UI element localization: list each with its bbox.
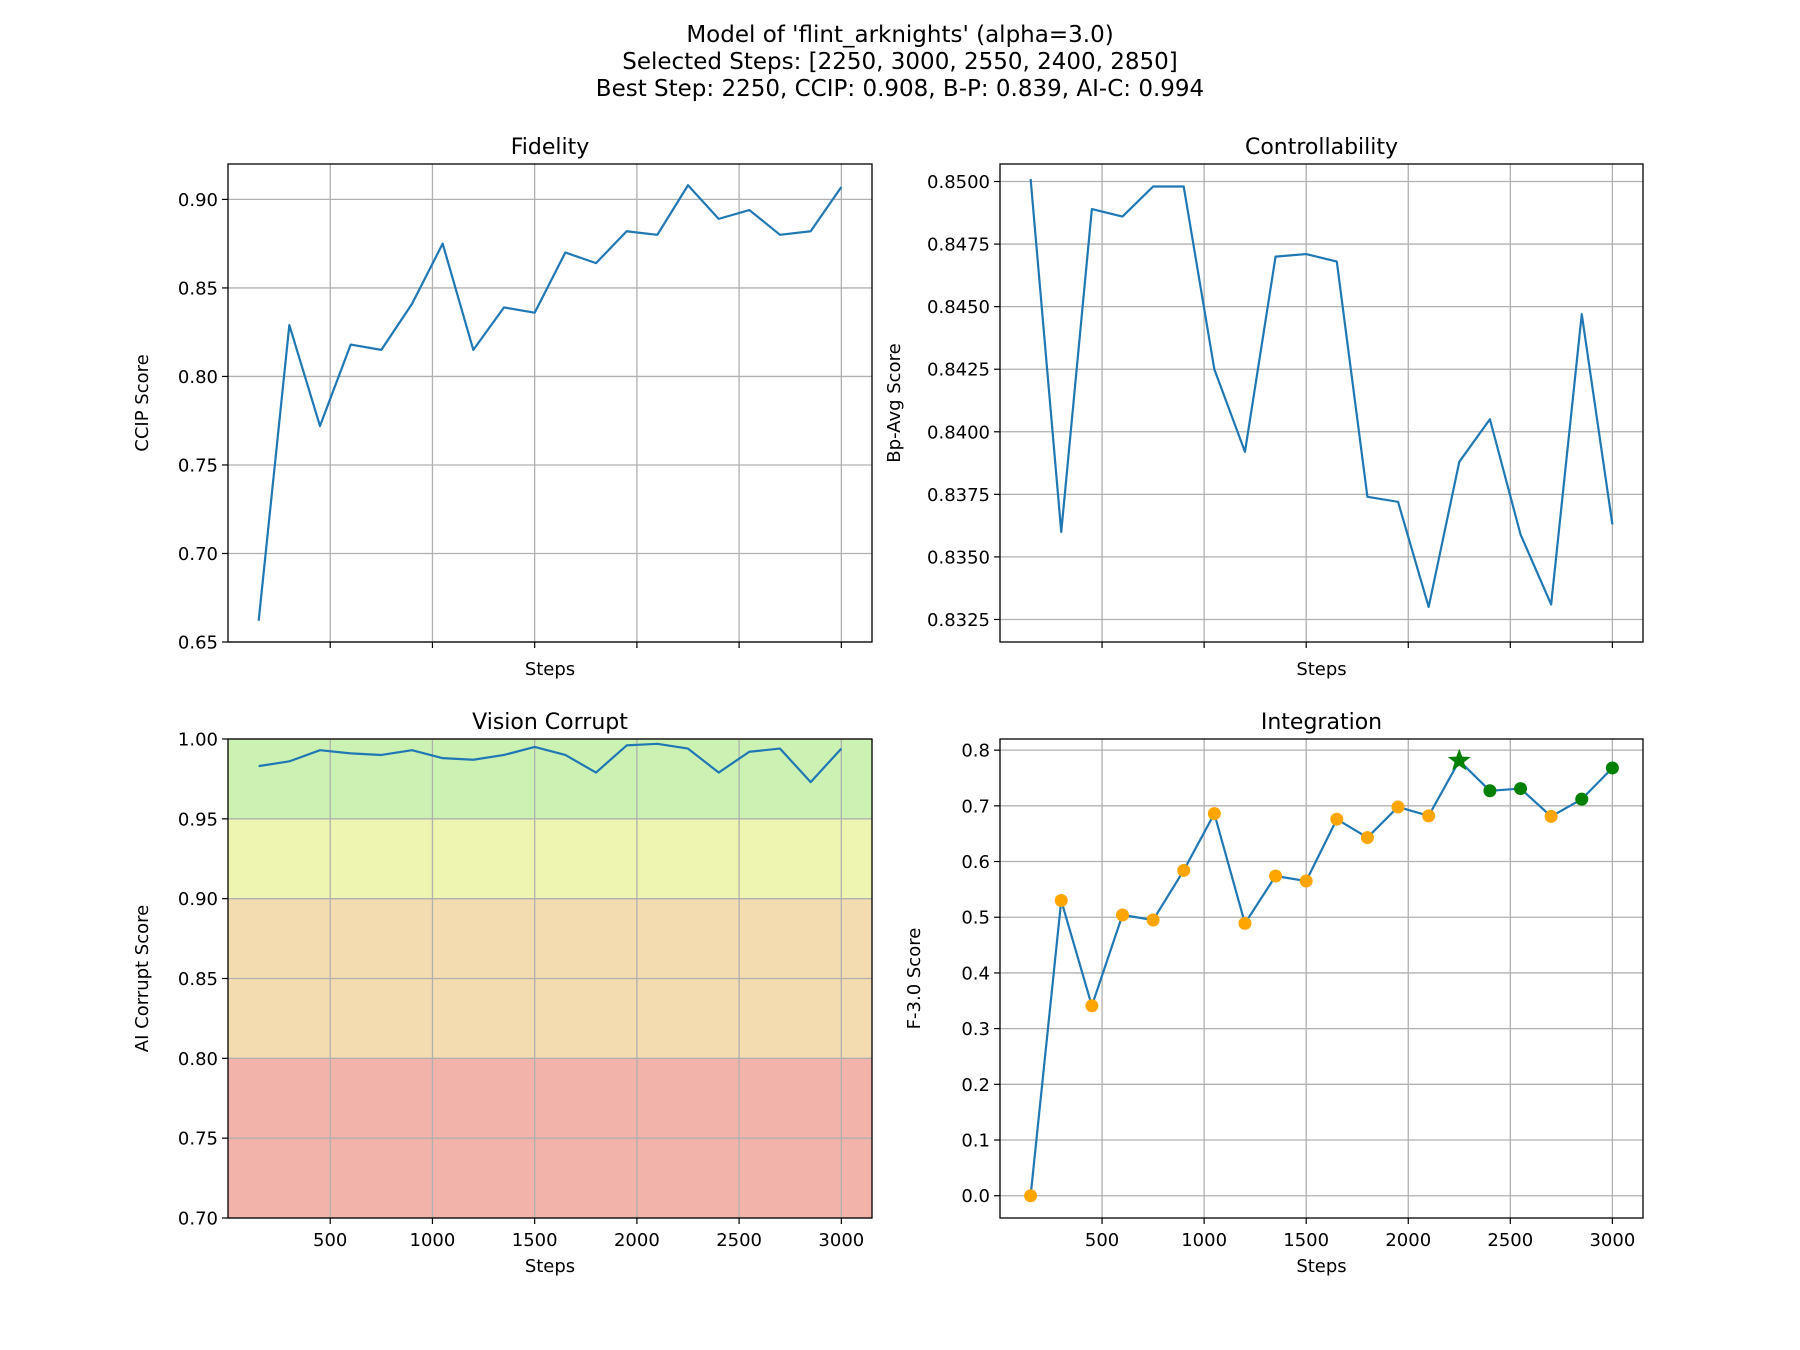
data-point [1024, 1189, 1038, 1203]
y-tick-label: 0.85 [178, 278, 218, 299]
y-tick-label: 0.90 [178, 190, 218, 211]
best-step-star-marker [1447, 748, 1471, 771]
subplot-title: Controllability [1245, 135, 1398, 160]
figure-title-line-2: Selected Steps: [2250, 3000, 2550, 2400,… [622, 49, 1178, 75]
y-tick-label: 0.3 [961, 1019, 990, 1040]
x-tick-label: 2000 [614, 1230, 660, 1251]
series-line [1029, 178, 1614, 609]
data-point [1085, 999, 1099, 1013]
subplot-vision-corrupt: 500 1000 1500 2000 2500 3000 0.70 0.75 0.80 0.85 0… [132, 710, 873, 1277]
data-point [1238, 916, 1252, 930]
x-axis-label: Steps [1296, 1256, 1346, 1277]
data-point [1054, 894, 1068, 908]
x-tick-label: 500 [1085, 1230, 1119, 1251]
y-tick-label: 0.80 [178, 367, 218, 388]
series-line [257, 184, 843, 621]
axes-frame [999, 163, 1644, 643]
subplot-title: Fidelity [511, 135, 590, 160]
y-tick-label: 0.8425 [927, 360, 990, 381]
x-tick-label: 2500 [1487, 1230, 1533, 1251]
x-axis-label: Steps [525, 659, 575, 680]
axes-frame [999, 738, 1644, 1219]
selected-step-point [1483, 784, 1497, 798]
y-tick-label: 0.75 [178, 1129, 218, 1150]
subplot-controllability: 0.8325 0.8350 0.8375 0.8400 0.8425 0.8450 0.84… [884, 135, 1644, 680]
y-tick-label: 0.8350 [927, 547, 990, 568]
data-point [1544, 809, 1558, 823]
y-tick-label: 0.8375 [927, 485, 990, 506]
y-tick-label: 0.65 [178, 633, 218, 654]
data-point [1115, 908, 1129, 922]
x-axis-label: Steps [525, 1256, 575, 1277]
y-tick-label: 0.8450 [927, 297, 990, 318]
subplot-title: Integration [1261, 710, 1382, 735]
x-tick-label: 2500 [716, 1230, 762, 1251]
y-tick-label: 0.8 [961, 741, 990, 762]
y-axis-label: Bp-Avg Score [884, 343, 905, 462]
axes-frame [227, 163, 873, 643]
x-tick-label: 1000 [410, 1230, 456, 1251]
y-tick-label: 0.8500 [927, 172, 990, 193]
y-tick-label: 0.6 [961, 852, 990, 873]
y-axis-label: AI Corrupt Score [132, 905, 153, 1052]
axes-frame [227, 738, 873, 1219]
y-axis-label: CCIP Score [132, 354, 153, 451]
figure-title-line-3: Best Step: 2250, CCIP: 0.908, B-P: 0.839… [595, 76, 1205, 102]
data-point [1360, 831, 1374, 845]
data-point [1269, 869, 1283, 883]
x-tick-label: 2000 [1385, 1230, 1431, 1251]
data-point [1330, 812, 1344, 826]
data-point [1299, 874, 1313, 888]
data-point [1146, 913, 1160, 927]
data-point [1391, 800, 1405, 814]
x-tick-label: 3000 [1589, 1230, 1635, 1251]
y-tick-label: 0.75 [178, 455, 218, 476]
x-tick-label: 1500 [512, 1230, 558, 1251]
y-tick-label: 0.5 [961, 908, 990, 929]
y-tick-label: 0.8475 [927, 235, 990, 256]
y-tick-label: 0.90 [178, 889, 218, 910]
x-tick-label: 1500 [1283, 1230, 1329, 1251]
selected-step-point [1605, 761, 1619, 775]
data-point [1177, 863, 1191, 877]
subplot-fidelity: 0.65 0.70 0.75 0.80 0.85 0.90 Fidelity Steps CCI… [132, 135, 873, 680]
y-tick-label: 0.0 [961, 1186, 990, 1207]
selected-step-point [1514, 782, 1528, 796]
y-tick-label: 0.2 [961, 1075, 990, 1096]
y-tick-label: 0.4 [961, 963, 990, 984]
data-point [1207, 807, 1221, 821]
x-tick-label: 1000 [1181, 1230, 1227, 1251]
y-axis-label: F-3.0 Score [904, 928, 925, 1030]
y-tick-label: 0.8325 [927, 610, 990, 631]
x-tick-label: 500 [313, 1230, 347, 1251]
y-tick-label: 0.7 [961, 796, 990, 817]
data-point [1422, 809, 1436, 823]
y-tick-label: 1.00 [178, 730, 218, 751]
y-tick-label: 0.80 [178, 1049, 218, 1070]
series-line [258, 742, 843, 784]
y-tick-label: 0.85 [178, 969, 218, 990]
x-tick-label: 3000 [818, 1230, 864, 1251]
selected-step-point [1575, 792, 1589, 806]
y-tick-label: 0.95 [178, 809, 218, 830]
y-tick-label: 0.1 [961, 1131, 990, 1152]
band-1 [228, 818, 872, 899]
figure-title-line-1: Model of 'flint_arknights' (alpha=3.0) [686, 22, 1114, 48]
y-tick-label: 0.8400 [927, 422, 990, 443]
subplot-integration: 500 1000 1500 2000 2500 3000 0.0 0.1 0.2 0.3 0.4 0.… [904, 710, 1644, 1277]
series-line [1029, 759, 1614, 1196]
x-axis-label: Steps [1296, 659, 1346, 680]
y-tick-label: 0.70 [178, 1209, 218, 1230]
subplot-title: Vision Corrupt [472, 710, 628, 735]
y-tick-label: 0.70 [178, 544, 218, 565]
